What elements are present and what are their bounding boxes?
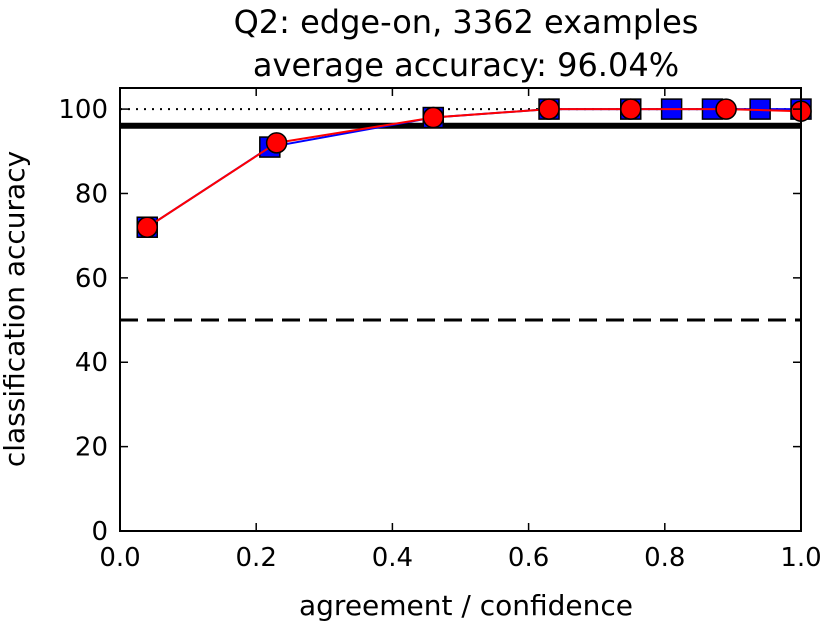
data-point-circle [715,98,737,120]
y-tick-label: 80 [75,179,108,209]
x-tick-label: 1.0 [780,543,821,573]
chart-title-line-1: Q2: edge-on, 3362 examples [234,3,699,41]
x-tick-label: 0.4 [372,543,413,573]
series-circle [136,98,812,238]
y-tick-label: 0 [91,517,108,547]
data-point-circle [620,98,642,120]
y-tick-label: 20 [75,433,108,463]
y-axis-label: classification accuracy [0,151,31,467]
x-tick-label: 0.6 [508,543,549,573]
data-point-circle [538,98,560,120]
data-point-circle [422,106,445,129]
plot-area [120,88,801,531]
chart-title-line-2: average accuracy: 96.04% [253,46,679,84]
x-tick-label: 0.8 [644,543,685,573]
y-tick-label: 40 [75,348,108,378]
data-point-circle [136,216,158,238]
plot-frame [119,87,802,532]
y-tick-label: 60 [75,264,108,294]
x-tick-label: 0.0 [99,543,140,573]
x-tick-label: 0.2 [236,543,277,573]
data-point-circle [265,132,288,154]
x-axis-label: agreement / confidence [299,589,633,622]
y-tick-label: 100 [58,95,108,125]
